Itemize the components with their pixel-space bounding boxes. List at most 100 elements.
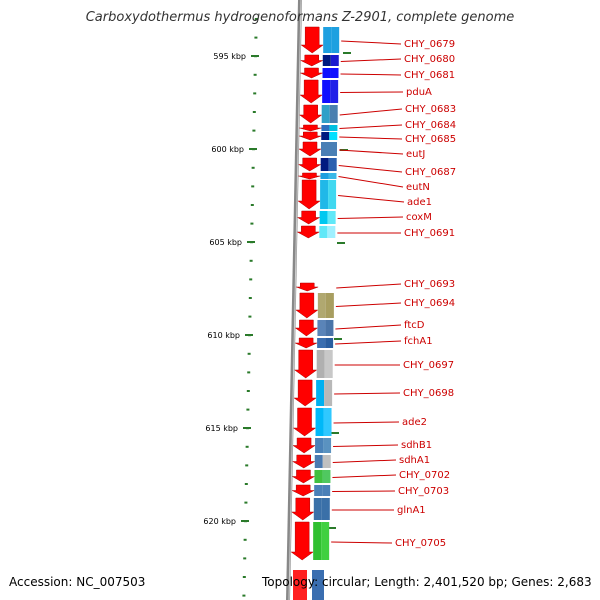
ruler-minor-tick <box>250 204 254 206</box>
cog-band-2 <box>328 173 337 179</box>
gene-arrow <box>294 319 319 337</box>
cog-band-1 <box>319 226 328 238</box>
cog-band-2 <box>324 380 333 406</box>
gene-label: CHY_0693 <box>404 279 455 290</box>
gene-arrow <box>297 157 322 172</box>
gene-arrow <box>300 26 324 54</box>
cog-band-2 <box>327 226 336 238</box>
ruler-label: 595 kbp <box>213 52 246 61</box>
label-leader <box>338 176 404 188</box>
ruler-minor-tick <box>249 259 253 262</box>
cog-band-2 <box>329 125 338 131</box>
cog-band-1 <box>320 180 329 209</box>
cog-band-2 <box>326 283 335 291</box>
scale-ruler: 595 kbp 600 kbp 605 kbp 610 kbp 615 kbp 620 k… <box>203 18 351 597</box>
cog-band-1 <box>314 485 323 496</box>
cog-band-2 <box>328 158 337 171</box>
gene-arrow <box>298 141 322 157</box>
cog-band-1 <box>320 158 329 171</box>
gene-features <box>290 26 340 600</box>
label-leader <box>333 444 399 447</box>
gene-label: sdhA1 <box>399 455 430 466</box>
cog-band-2 <box>324 350 333 378</box>
cog-band-2 <box>331 27 340 53</box>
gene-arrow <box>291 497 315 521</box>
cog-band-2 <box>322 455 331 468</box>
gene-arrow <box>296 282 319 292</box>
ruler-minor-tick <box>254 18 258 20</box>
gene-label: CHY_0681 <box>404 70 455 81</box>
ruler-right-tick <box>334 338 342 340</box>
ruler-major-tick <box>243 427 251 429</box>
gene-label: sdhB1 <box>401 440 432 451</box>
label-leader <box>338 165 403 173</box>
ruler-major-tick <box>249 148 257 150</box>
ruler-label: 615 kbp <box>205 424 238 433</box>
label-leader <box>333 421 400 424</box>
cog-band-2 <box>329 105 338 123</box>
ruler-label: 605 kbp <box>209 238 242 247</box>
gene-feature <box>294 319 334 337</box>
ruler-minor-tick <box>244 501 248 504</box>
ruler-minor-tick <box>251 185 255 188</box>
ruler-minor-tick <box>252 129 256 132</box>
map-title: Carboxydothermus hydrogenoformans Z-2901… <box>85 10 515 25</box>
gene-feature <box>290 521 330 561</box>
cog-band-1 <box>321 125 330 131</box>
ruler-minor-tick <box>245 445 249 448</box>
gene-feature <box>296 282 335 292</box>
cog-band-2 <box>323 408 332 436</box>
gene-feature <box>300 54 339 67</box>
label-leader <box>332 474 397 478</box>
ruler-minor-tick <box>248 315 252 318</box>
label-leader <box>332 490 396 492</box>
cog-band-2 <box>330 55 339 66</box>
label-leader <box>341 40 402 45</box>
gene-feature <box>291 497 330 521</box>
cog-band-2 <box>322 470 331 483</box>
label-leader <box>331 541 393 544</box>
gene-label: CHY_0680 <box>404 54 455 65</box>
label-leader <box>338 149 404 155</box>
cog-band-1 <box>320 173 329 179</box>
cog-band-1 <box>321 132 330 140</box>
cog-band-2 <box>330 68 339 78</box>
label-leader <box>334 392 401 395</box>
cog-band-2 <box>329 142 337 156</box>
ruler-minor-tick <box>247 371 251 374</box>
cog-band-2 <box>328 180 337 209</box>
ruler-minor-tick <box>247 352 251 355</box>
gene-label: CHY_0697 <box>403 360 454 371</box>
cog-band-1 <box>313 498 322 520</box>
ruler-minor-tick <box>253 73 257 76</box>
ruler-minor-tick <box>251 166 255 169</box>
cog-band-1 <box>315 438 324 453</box>
gene-label: CHY_0694 <box>404 298 455 309</box>
gene-feature <box>292 437 332 454</box>
gene-arrow <box>293 349 318 379</box>
cog-band-1 <box>319 211 328 224</box>
gene-label: glnA1 <box>397 505 426 516</box>
ruler-minor-tick <box>244 483 248 485</box>
ruler-label: 600 kbp <box>211 145 244 154</box>
gene-feature <box>292 484 331 497</box>
ruler-label: 620 kbp <box>203 517 236 526</box>
gene-label: ftcD <box>404 320 425 331</box>
cog-band-1 <box>321 142 329 156</box>
gene-label: eutN <box>406 182 430 193</box>
cog-band-2 <box>321 522 330 560</box>
ruler-minor-tick <box>249 278 253 281</box>
gene-label: CHY_0698 <box>403 388 454 399</box>
ruler-major-tick <box>251 55 259 57</box>
gene-label: CHY_0685 <box>405 134 456 145</box>
gene-arrow <box>299 124 322 132</box>
ruler-minor-tick <box>242 576 246 578</box>
gene-arrow <box>295 292 319 319</box>
label-leader <box>335 302 402 307</box>
gene-arrow <box>298 172 321 180</box>
gene-arrow <box>292 437 316 454</box>
gene-arrow <box>299 131 322 141</box>
cog-band-2 <box>325 293 334 318</box>
gene-feature <box>300 26 340 54</box>
